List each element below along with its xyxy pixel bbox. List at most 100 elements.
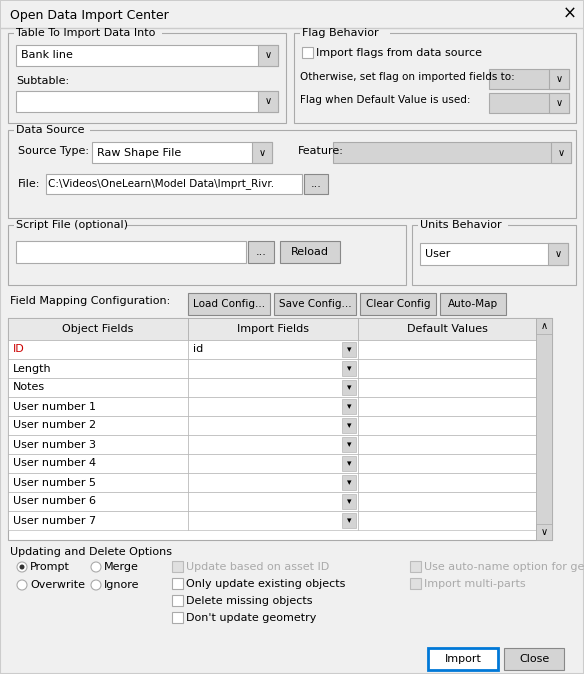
Bar: [548, 243, 568, 265]
Text: ▾: ▾: [347, 497, 351, 506]
Bar: [304, 174, 328, 194]
Bar: [504, 648, 564, 670]
Bar: [14, 220, 126, 230]
Text: ∨: ∨: [259, 148, 266, 158]
Bar: [46, 174, 302, 194]
Bar: [418, 220, 508, 230]
Bar: [342, 437, 356, 452]
Bar: [358, 435, 536, 454]
Text: Use auto-name option for generated nodes: Use auto-name option for generated nodes: [424, 562, 584, 572]
Text: Table To Import Data Into: Table To Import Data Into: [16, 28, 155, 38]
Bar: [536, 524, 552, 540]
Text: User number 3: User number 3: [13, 439, 96, 450]
Bar: [440, 293, 506, 315]
Text: Don't update geometry: Don't update geometry: [186, 613, 317, 623]
Text: User: User: [425, 249, 450, 259]
Bar: [342, 494, 356, 509]
Bar: [342, 418, 356, 433]
Text: Prompt: Prompt: [30, 562, 70, 572]
Bar: [358, 454, 536, 473]
Bar: [358, 397, 536, 416]
Bar: [302, 47, 313, 58]
Bar: [188, 340, 358, 359]
Circle shape: [91, 580, 101, 590]
Text: User number 4: User number 4: [13, 458, 96, 468]
Bar: [172, 612, 183, 623]
Text: Data Source: Data Source: [16, 125, 85, 135]
Bar: [8, 359, 188, 378]
Bar: [188, 454, 358, 473]
Text: ∨: ∨: [554, 249, 562, 259]
Bar: [188, 378, 358, 397]
Text: Save Config...: Save Config...: [279, 299, 352, 309]
Text: User number 6: User number 6: [13, 497, 96, 506]
Bar: [342, 513, 356, 528]
Text: Import multi-parts: Import multi-parts: [424, 579, 526, 589]
Bar: [258, 91, 278, 112]
Text: File:: File:: [18, 179, 40, 189]
Bar: [342, 456, 356, 471]
Bar: [8, 130, 576, 218]
Text: ∨: ∨: [558, 148, 565, 158]
Bar: [342, 399, 356, 414]
Bar: [489, 93, 569, 113]
Text: Import: Import: [444, 654, 481, 664]
Bar: [16, 45, 278, 66]
Text: ▾: ▾: [347, 364, 351, 373]
Bar: [188, 318, 358, 340]
Bar: [188, 397, 358, 416]
Bar: [551, 142, 571, 163]
Text: Bank line: Bank line: [21, 51, 73, 61]
Bar: [188, 492, 358, 511]
Bar: [92, 142, 272, 163]
Text: User number 5: User number 5: [13, 477, 96, 487]
Bar: [358, 318, 536, 340]
Text: Reload: Reload: [291, 247, 329, 257]
Text: C:\Videos\OneLearn\Model Data\Imprt_Rivr.: C:\Videos\OneLearn\Model Data\Imprt_Rivr…: [48, 179, 274, 189]
Text: ∧: ∧: [540, 321, 548, 331]
Text: Notes: Notes: [13, 383, 45, 392]
Bar: [188, 473, 358, 492]
Bar: [274, 293, 356, 315]
Text: Update based on asset ID: Update based on asset ID: [186, 562, 329, 572]
Text: Default Values: Default Values: [406, 324, 488, 334]
Bar: [188, 416, 358, 435]
Bar: [8, 492, 188, 511]
Bar: [188, 511, 358, 530]
Bar: [358, 511, 536, 530]
Bar: [536, 318, 552, 540]
Bar: [8, 473, 188, 492]
Bar: [252, 142, 272, 163]
Bar: [358, 492, 536, 511]
Text: Otherwise, set flag on imported fields to:: Otherwise, set flag on imported fields t…: [300, 72, 515, 82]
Text: User number 1: User number 1: [13, 402, 96, 412]
Text: ▾: ▾: [347, 402, 351, 411]
Bar: [8, 378, 188, 397]
Bar: [549, 93, 569, 113]
Bar: [172, 595, 183, 606]
Text: ...: ...: [256, 247, 266, 257]
Bar: [333, 142, 571, 163]
Bar: [420, 243, 568, 265]
Bar: [489, 69, 569, 89]
Text: User number 7: User number 7: [13, 516, 96, 526]
Circle shape: [91, 562, 101, 572]
Text: ∨: ∨: [555, 98, 562, 108]
Text: Overwrite: Overwrite: [30, 580, 85, 590]
Circle shape: [19, 565, 25, 570]
Bar: [8, 225, 406, 285]
Bar: [536, 318, 552, 334]
Bar: [8, 416, 188, 435]
Text: id: id: [193, 344, 203, 355]
Bar: [8, 397, 188, 416]
Bar: [14, 125, 90, 135]
Bar: [172, 578, 183, 589]
Text: ▾: ▾: [347, 440, 351, 449]
Bar: [14, 28, 162, 38]
Bar: [410, 578, 421, 589]
Bar: [342, 475, 356, 490]
Text: ∨: ∨: [265, 96, 272, 106]
Bar: [549, 69, 569, 89]
Text: ×: ×: [563, 5, 577, 23]
Bar: [248, 241, 274, 263]
